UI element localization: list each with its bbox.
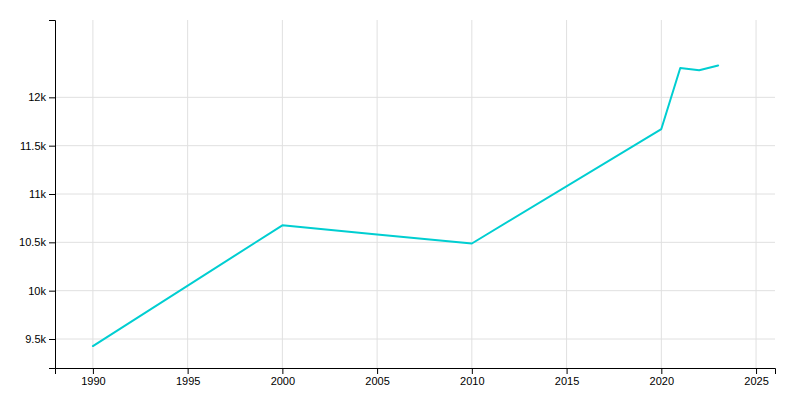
grid-line — [282, 20, 283, 368]
y-tick-label: 9.5k — [25, 333, 46, 345]
x-tick: 2025 — [744, 368, 768, 387]
x-tick-label: 2025 — [744, 375, 768, 387]
y-axis-line — [49, 21, 56, 369]
grid-line — [55, 290, 775, 291]
x-tick: 2000 — [271, 368, 295, 387]
x-tick: 2005 — [365, 368, 389, 387]
x-tick-label: 2005 — [365, 375, 389, 387]
y-tick: 11k — [29, 188, 55, 200]
x-tick-label: 1995 — [176, 375, 200, 387]
grid-line — [92, 20, 93, 368]
grid — [55, 20, 775, 368]
x-tick: 1995 — [176, 368, 200, 387]
x-tick: 1990 — [81, 368, 105, 387]
grid-line — [55, 242, 775, 243]
x-tick: 2010 — [460, 368, 484, 387]
x-tick-label: 2020 — [650, 375, 674, 387]
marks — [93, 65, 718, 346]
chart: 1990 1995 2000 2005 2010 2015 2020 2025 9.5k 10k 1… — [0, 0, 800, 400]
line — [93, 65, 718, 346]
grid-line — [471, 20, 472, 368]
x-tick-mark — [472, 368, 473, 374]
x-tick-mark — [188, 368, 189, 374]
x-tick-mark — [282, 368, 283, 374]
y-tick: 10.5k — [19, 236, 55, 248]
x-axis-line — [56, 369, 776, 375]
x-tick: 2020 — [650, 368, 674, 387]
x-tick-mark — [93, 368, 94, 374]
x-tick-label: 2000 — [271, 375, 295, 387]
x-tick-label: 2015 — [555, 375, 579, 387]
y-tick-mark — [49, 146, 55, 147]
grid-line — [756, 20, 757, 368]
grid-line — [55, 145, 775, 146]
grid-line — [55, 339, 775, 340]
x-tick-mark — [377, 368, 378, 374]
y-tick: 12k — [28, 91, 55, 103]
x-tick-label: 1990 — [81, 375, 105, 387]
y-tick-label: 11k — [29, 188, 46, 200]
x-tick: 2015 — [555, 368, 579, 387]
y-tick-mark — [49, 97, 55, 98]
y-axis: 9.5k 10k 10.5k 11k 11.5k 12k — [19, 21, 55, 369]
grid-line — [55, 194, 775, 195]
y-tick-mark — [49, 242, 55, 243]
grid-line — [566, 20, 567, 368]
y-tick-mark — [49, 291, 55, 292]
y-tick-mark — [49, 339, 55, 340]
grid-line — [187, 20, 188, 368]
y-tick-label: 11.5k — [20, 140, 47, 152]
y-tick-label: 12k — [28, 91, 46, 103]
y-tick-label: 10k — [28, 285, 46, 297]
y-tick: 11.5k — [20, 140, 55, 152]
y-tick: 9.5k — [25, 333, 55, 345]
grid-line — [661, 20, 662, 368]
x-axis: 1990 1995 2000 2005 2010 2015 2020 2025 — [56, 368, 776, 387]
x-tick-mark — [661, 368, 662, 374]
grid-line — [55, 97, 775, 98]
x-tick-mark — [756, 368, 757, 374]
y-tick-label: 10.5k — [19, 236, 46, 248]
y-tick: 10k — [28, 285, 55, 297]
grid-line — [377, 20, 378, 368]
plot-area: 1990 1995 2000 2005 2010 2015 2020 2025 9.5k 10k 1… — [19, 20, 775, 387]
chart-container: 1990 1995 2000 2005 2010 2015 2020 2025 9.5k 10k 1… — [0, 0, 800, 400]
y-tick-mark — [49, 194, 55, 195]
x-tick-mark — [567, 368, 568, 374]
x-tick-label: 2010 — [460, 375, 484, 387]
